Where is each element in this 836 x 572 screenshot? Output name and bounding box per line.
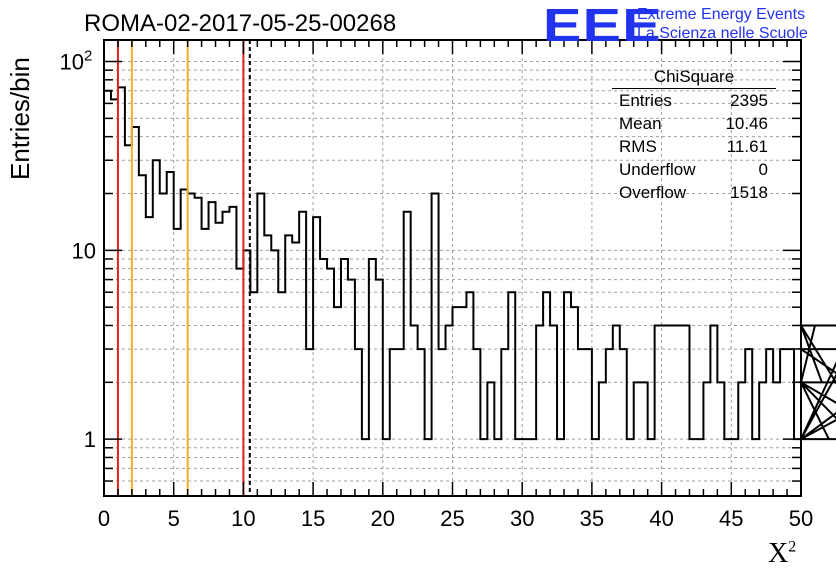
stats-value: 10.46 [725,114,768,133]
stats-row-overflow: Overflow 1518 [612,181,776,204]
x-tick-label: 35 [580,506,604,531]
run-title: ROMA-02-2017-05-25-00268 [84,10,397,37]
x-axis-label-text: X [768,538,789,569]
stats-row-entries: Entries 2395 [612,89,776,112]
stats-label: Overflow [619,183,687,202]
logo-line-2: La Scienza nelle Scuole [637,25,808,42]
y-tick-label: 10 [60,50,84,75]
y-tick-label: 10 [72,238,96,263]
stats-value: 2395 [730,91,768,110]
x-tick-label: 40 [649,506,673,531]
x-tick-label: 25 [440,506,464,531]
stats-row-rms: RMS 11.61 [612,135,776,158]
x-tick-label: 45 [719,506,743,531]
x-tick-label: 5 [168,506,180,531]
histogram-series [103,86,836,496]
stats-label: Entries [619,91,672,110]
x-axis-label-sup: 2 [788,538,797,556]
stats-label: Mean [619,114,662,133]
eee-logo: EEE [543,0,662,51]
y-tick-label-sup: 2 [84,48,92,65]
stats-box-title: ChiSquare [612,66,776,89]
stats-box: ChiSquare Entries 2395 Mean 10.46 RMS 11… [612,66,776,204]
x-tick-label: 10 [231,506,255,531]
y-axis-label: Entries/bin [5,57,35,180]
x-tick-label: 0 [98,506,110,531]
stats-row-mean: Mean 10.46 [612,112,776,135]
stats-value: 11.61 [726,137,768,156]
x-tick-label: 20 [371,506,395,531]
stats-label: Underflow [619,160,696,179]
eee-logo-text: Extreme Energy Events La Scienza nelle S… [637,5,808,43]
stats-label: RMS [619,137,657,156]
x-tick-label: 15 [301,506,325,531]
x-tick-label: 30 [510,506,534,531]
stats-row-underflow: Underflow 0 [612,158,776,181]
x-axis-label: X2 [768,538,796,570]
stats-value: 0 [758,160,768,179]
logo-line-1: Extreme Energy Events [637,6,806,23]
y-tick-label: 1 [84,427,96,452]
stats-value: 1518 [730,183,768,202]
x-tick-label: 50 [789,506,813,531]
